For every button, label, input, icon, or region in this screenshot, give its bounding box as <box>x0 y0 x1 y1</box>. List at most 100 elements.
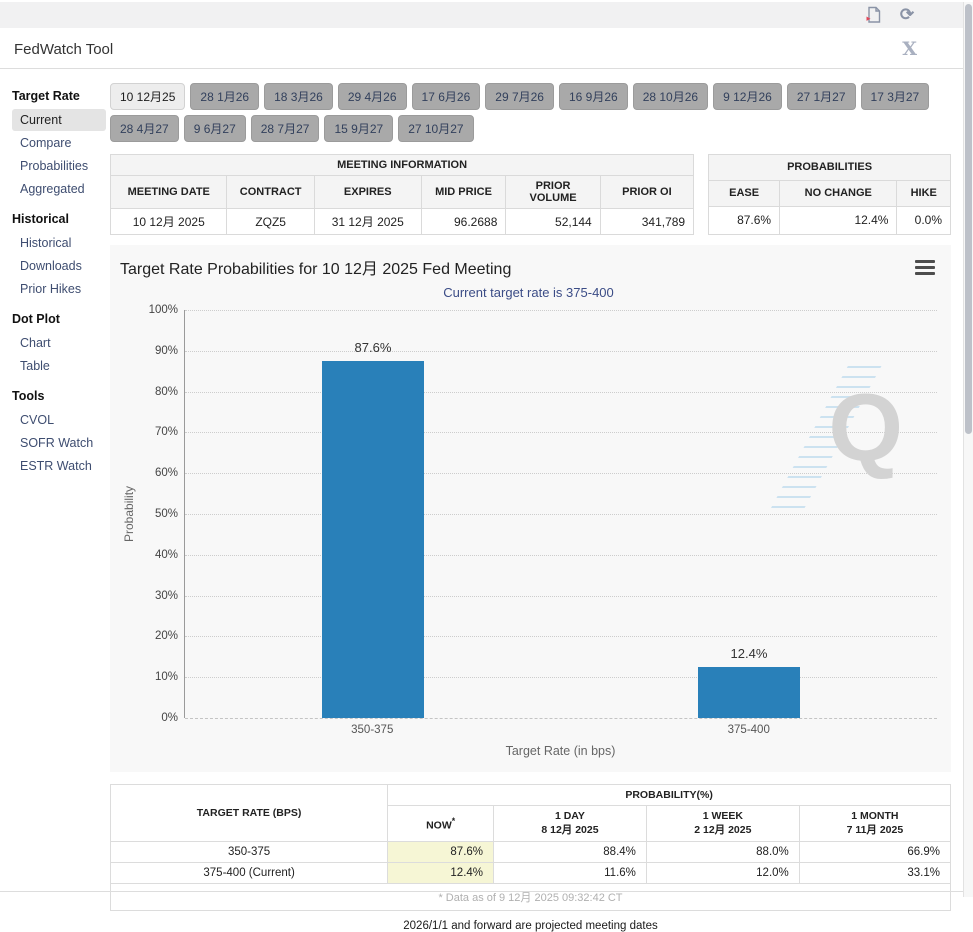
table-row: 375-400 (Current) 12.4% 11.6% 12.0% 33.1… <box>109 862 952 884</box>
sidebar-item-historical[interactable]: Historical <box>20 236 72 250</box>
projected-dates-note: 2026/1/1 and forward are projected meeti… <box>403 920 658 932</box>
tab-meeting-date[interactable]: 9 6月27 <box>183 115 246 142</box>
week-value: 12.0% <box>645 862 800 884</box>
chart-menu-icon[interactable] <box>915 257 935 278</box>
sidebar-item-chart[interactable]: Chart <box>20 336 51 350</box>
meeting-date-value: 10 12月 2025 <box>109 208 228 235</box>
col-expires: EXPIRES <box>313 175 422 209</box>
mid-price-value: 96.2688 <box>420 208 507 235</box>
bar-value-label: 12.4% <box>730 646 768 662</box>
meeting-date-tabs: 10 12月25 28 1月26 18 3月26 29 4月26 17 6月26… <box>110 83 951 142</box>
sidebar-heading-target-rate: Target Rate <box>12 89 80 103</box>
asterisk: * <box>451 815 456 826</box>
plot-area: Q 87.6% 12.4% <box>184 310 937 719</box>
sidebar-heading-dot-plot: Dot Plot <box>12 312 60 326</box>
tab-meeting-date[interactable]: 27 1月27 <box>786 83 856 110</box>
chart-subtitle: Current target rate is 375-400 <box>443 285 614 300</box>
tab-meeting-date[interactable]: 10 12月25 <box>110 83 186 110</box>
tab-meeting-date[interactable]: 28 7月27 <box>250 115 320 142</box>
group-header-probability: PROBABILITY(%) <box>387 784 951 806</box>
expires-value: 31 12月 2025 <box>313 208 422 235</box>
x-axis-title: Target Rate (in bps) <box>505 744 616 758</box>
no-change-value: 12.4% <box>779 205 898 236</box>
tab-meeting-date[interactable]: 17 3月27 <box>860 83 930 110</box>
rate-375-400-current: 375-400 (Current) <box>109 862 389 884</box>
day-value: 11.6% <box>493 862 647 884</box>
y-axis-title: Probability <box>122 485 136 543</box>
tab-meeting-date[interactable]: 17 6月26 <box>411 83 481 110</box>
sidebar-item-current[interactable]: Current <box>12 109 106 131</box>
col-now: NOW* <box>387 805 495 842</box>
y-axis-labels: 100% 90% 80% 70% 60% 50% 40% 30% 20% 10% 0% <box>148 304 178 724</box>
col-1-month: 1 MONTH 7 11月 2025 <box>798 805 952 842</box>
rate-350-375: 350-375 <box>109 841 389 863</box>
sidebar-item-compare[interactable]: Compare <box>20 136 72 150</box>
sidebar-item-prior-hikes[interactable]: Prior Hikes <box>20 282 82 296</box>
day-value: 88.4% <box>493 841 647 863</box>
tab-meeting-date[interactable]: 9 12月26 <box>713 83 782 110</box>
col-prior-oi: PRIOR OI <box>599 175 695 209</box>
sidebar-item-cvol[interactable]: CVOL <box>20 413 55 427</box>
tab-meeting-date[interactable]: 28 1月26 <box>190 83 260 110</box>
now-value: 87.6% <box>387 841 495 863</box>
table-row: 87.6% 12.4% 0.0% <box>708 205 951 236</box>
bar-350-375[interactable]: 87.6% <box>322 340 424 718</box>
bottom-divider <box>0 891 963 892</box>
sidebar-item-downloads[interactable]: Downloads <box>20 259 82 273</box>
month-value: 66.9% <box>798 841 952 863</box>
sidebar-heading-historical: Historical <box>12 212 69 226</box>
bar-375-400[interactable]: 12.4% <box>698 646 800 718</box>
col-meeting-date: MEETING DATE <box>109 175 228 209</box>
prior-oi-value: 341,789 <box>599 208 695 235</box>
sidebar: Target Rate Current Compare Probabilitie… <box>0 69 106 478</box>
x-category: 375-400 <box>727 724 770 736</box>
tab-meeting-date[interactable]: 29 7月26 <box>485 83 554 110</box>
vertical-scrollbar[interactable] <box>963 2 973 897</box>
col-ease: EASE <box>708 179 781 207</box>
sidebar-item-table[interactable]: Table <box>20 359 50 373</box>
col-target-rate-bps: TARGET RATE (BPS) <box>109 784 389 842</box>
data-as-of-footnote: * Data as of 9 12月 2025 09:32:42 CT <box>110 883 951 911</box>
probabilities-table: PROBABILITIES EASE NO CHANGE HIKE 87.6% … <box>708 154 951 236</box>
col-hike: HIKE <box>896 179 951 207</box>
x-category: 350-375 <box>351 724 394 736</box>
month-value: 33.1% <box>798 862 952 884</box>
tab-meeting-date[interactable]: 15 9月27 <box>324 115 394 142</box>
close-icon[interactable]: X <box>902 38 917 60</box>
page-title: FedWatch Tool <box>14 40 114 58</box>
refresh-icon[interactable]: ⟳ <box>899 5 915 24</box>
tab-meeting-date[interactable]: 28 10月26 <box>632 83 709 110</box>
week-value: 88.0% <box>645 841 800 863</box>
chart-title: Target Rate Probabilities for 10 12月 202… <box>120 261 512 278</box>
table-row: 10 12月 2025 ZQZ5 31 12月 2025 96.2688 52,… <box>109 208 695 235</box>
sidebar-heading-tools: Tools <box>12 389 45 403</box>
meeting-info-title: MEETING INFORMATION <box>109 154 695 176</box>
probabilities-title: PROBABILITIES <box>708 154 951 181</box>
export-file-icon[interactable] <box>863 5 883 25</box>
ease-value: 87.6% <box>708 205 781 236</box>
page-header: FedWatch Tool X <box>0 28 963 69</box>
sidebar-item-probabilities[interactable]: Probabilities <box>20 159 89 173</box>
col-mid-price: MID PRICE <box>420 175 507 209</box>
top-toolbar: ⟳ <box>0 2 963 28</box>
scrollbar-thumb[interactable] <box>965 4 972 434</box>
now-value: 12.4% <box>387 862 495 884</box>
contract-value: ZQZ5 <box>226 208 315 235</box>
content: 10 12月25 28 1月26 18 3月26 29 4月26 17 6月26… <box>106 69 963 932</box>
col-no-change: NO CHANGE <box>779 179 898 207</box>
sidebar-item-sofr-watch[interactable]: SOFR Watch <box>20 436 94 450</box>
prior-volume-value: 52,144 <box>505 208 601 235</box>
table-row: 350-375 87.6% 88.4% 88.0% 66.9% <box>109 841 952 863</box>
x-axis-categories: 350-375 375-400 <box>184 724 937 736</box>
tab-meeting-date[interactable]: 27 10月27 <box>398 115 474 142</box>
hike-value: 0.0% <box>896 205 951 236</box>
sidebar-item-estr-watch[interactable]: ESTR Watch <box>20 459 92 473</box>
tab-meeting-date[interactable]: 28 4月27 <box>110 115 179 142</box>
probability-chart: Target Rate Probabilities for 10 12月 202… <box>110 245 951 772</box>
col-prior-volume: PRIOR VOLUME <box>505 175 601 209</box>
tab-meeting-date[interactable]: 18 3月26 <box>264 83 333 110</box>
tab-meeting-date[interactable]: 29 4月26 <box>337 83 407 110</box>
col-1-week: 1 WEEK 2 12月 2025 <box>645 805 800 842</box>
tab-meeting-date[interactable]: 16 9月26 <box>558 83 628 110</box>
sidebar-item-aggregated[interactable]: Aggregated <box>20 182 85 196</box>
